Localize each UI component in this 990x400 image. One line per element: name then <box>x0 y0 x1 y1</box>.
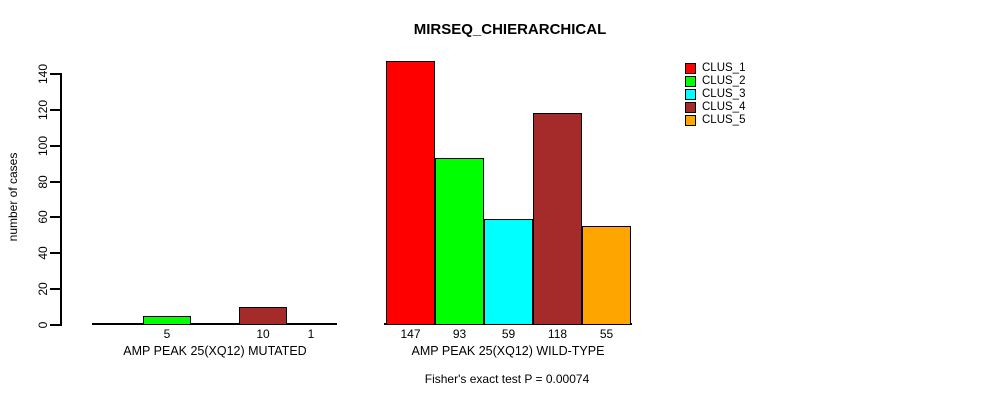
y-tick <box>50 216 60 219</box>
legend-item-clus_3: CLUS_3 <box>685 88 745 101</box>
group-label-wildtype: AMP PEAK 25(XQ12) WILD-TYPE <box>411 344 605 358</box>
y-tick <box>50 180 60 183</box>
y-tick <box>50 108 60 111</box>
fisher-test-annotation: Fisher's exact test P = 0.00074 <box>424 372 590 386</box>
bar-value-label: 147 <box>400 327 421 341</box>
y-axis-line <box>60 73 62 326</box>
y-axis-label: number of cases <box>6 152 20 242</box>
y-tick-label: 60 <box>36 210 50 225</box>
y-tick-label: 20 <box>36 282 50 296</box>
legend-swatch-clus_3 <box>685 89 696 100</box>
legend-item-clus_4: CLUS_4 <box>685 101 745 114</box>
y-tick <box>50 73 60 75</box>
y-tick-label: 80 <box>36 174 50 189</box>
legend-swatch-clus_5 <box>685 115 696 126</box>
bar-clus_2-group2 <box>435 158 484 325</box>
bar-value-label: 5 <box>163 327 171 341</box>
legend-label: CLUS_1 <box>702 62 746 74</box>
y-tick <box>50 252 60 255</box>
legend-label: CLUS_5 <box>702 114 746 126</box>
y-tick <box>50 324 60 326</box>
legend-label: CLUS_2 <box>702 75 746 87</box>
legend-item-clus_5: CLUS_5 <box>685 114 745 127</box>
x-axis-baseline-mutated <box>92 323 337 325</box>
bar-clus_1-group2 <box>386 61 435 325</box>
group-label-mutated: AMP PEAK 25(XQ12) MUTATED <box>123 344 307 358</box>
bar-value-label: 10 <box>256 327 270 341</box>
bar-clus_4-group1 <box>239 307 287 325</box>
legend-swatch-clus_2 <box>685 76 696 87</box>
y-tick-label: 120 <box>36 99 50 120</box>
bar-clus_5-group2 <box>582 226 631 325</box>
chart-title: MIRSEQ_CHIERARCHICAL <box>413 21 607 38</box>
bar-clus_3-group2 <box>484 219 533 325</box>
y-tick <box>50 288 60 291</box>
y-tick-label: 140 <box>36 63 50 85</box>
bar-clus_2-group1 <box>143 316 191 325</box>
bar-value-label: 118 <box>547 327 568 341</box>
bar-value-label: 59 <box>501 327 516 341</box>
legend-item-clus_1: CLUS_1 <box>685 62 745 75</box>
bar-value-label: 93 <box>452 327 467 341</box>
bar-value-label: 1 <box>307 327 315 341</box>
bar-value-label: 55 <box>599 327 614 341</box>
legend-item-clus_2: CLUS_2 <box>685 75 745 88</box>
legend-label: CLUS_4 <box>702 101 746 113</box>
y-tick-label: 100 <box>36 135 50 156</box>
y-tick-label: 0 <box>36 321 50 329</box>
legend-swatch-clus_4 <box>685 102 696 113</box>
bar-clus_5-group1 <box>287 323 335 325</box>
bar-clus_4-group2 <box>533 113 582 325</box>
y-tick <box>50 144 60 147</box>
y-tick-label: 40 <box>36 246 50 260</box>
legend: CLUS_1 CLUS_2 CLUS_3 CLUS_4 CLUS_5 <box>685 62 745 127</box>
legend-swatch-clus_1 <box>685 63 696 74</box>
legend-label: CLUS_3 <box>702 88 746 100</box>
